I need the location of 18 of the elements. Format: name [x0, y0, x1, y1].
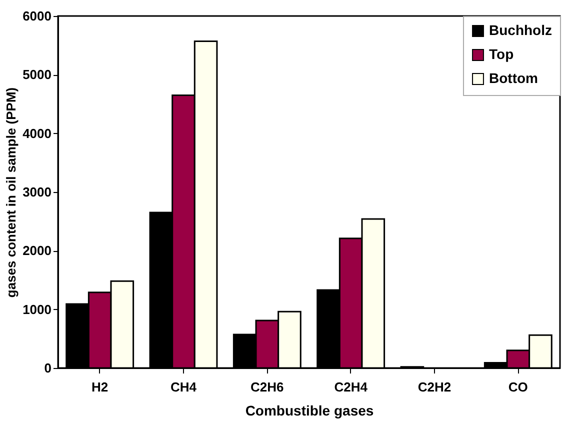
legend-label: Buchholz: [489, 22, 552, 38]
x-tick-label: CO: [508, 380, 528, 394]
y-tick-label: 0: [44, 360, 52, 376]
x-tick-label: CH4: [170, 380, 198, 394]
legend-label: Top: [489, 46, 514, 62]
x-axis-title: Combustible gases: [245, 402, 374, 418]
y-tick-label: 4000: [22, 126, 52, 141]
y-axis-title: gases content in oil sample (PPM): [4, 87, 19, 298]
x-tick-label: C2H2: [418, 380, 452, 394]
x-tick-label: H2: [92, 380, 108, 394]
y-tick-label: 6000: [22, 8, 52, 24]
x-tick-label: C2H4: [334, 380, 368, 394]
y-tick-label: 3000: [22, 184, 52, 200]
y-tick-label: 5000: [22, 67, 52, 82]
y-tick-label: 1000: [22, 302, 52, 317]
y-tick-label: 2000: [22, 243, 52, 258]
legend-label: Bottom: [489, 70, 538, 86]
x-tick-label: C2H6: [250, 380, 284, 394]
